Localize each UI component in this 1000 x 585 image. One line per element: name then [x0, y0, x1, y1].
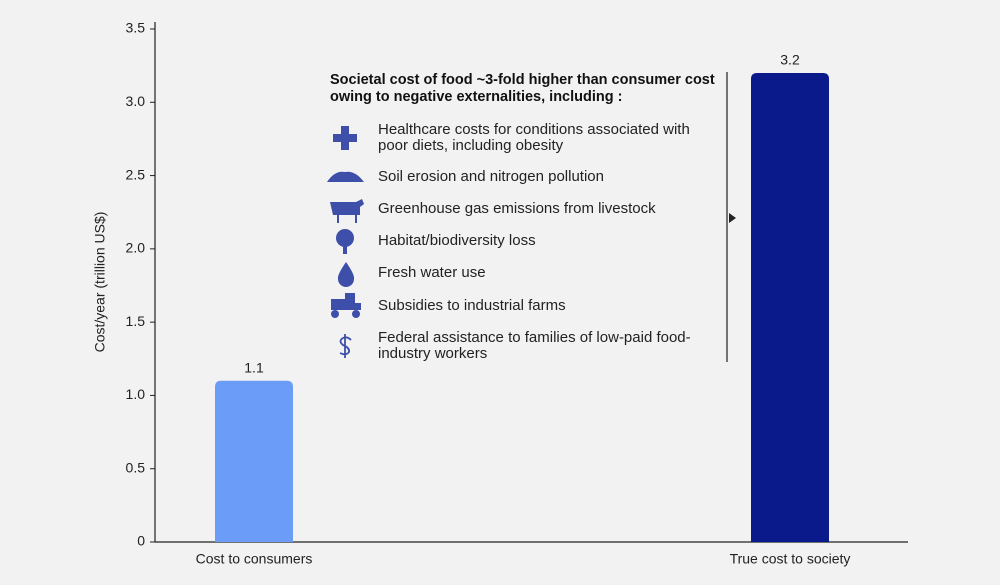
bar	[215, 380, 293, 542]
y-axis-label: Cost/year (trillion US$)	[92, 212, 108, 353]
bracket-arrow	[729, 213, 736, 223]
value-label: 1.1	[244, 359, 264, 375]
annotation-item: Fresh water use	[378, 264, 486, 281]
annotation-item: Greenhouse gas emissions from livestock	[378, 200, 656, 217]
icon-dollar	[339, 334, 352, 358]
y-tick-label: 3.5	[126, 20, 146, 36]
icon-water	[337, 262, 355, 287]
bar	[751, 72, 829, 542]
y-tick-label: 2.5	[126, 166, 146, 182]
x-tick-label: True cost to society	[730, 551, 851, 567]
value-label: 3.2	[780, 52, 800, 68]
icon-health	[333, 126, 357, 150]
icon-tree-trunk	[343, 244, 347, 254]
icon-wheel	[331, 310, 339, 318]
icon-wheel	[352, 310, 360, 318]
annotation-title: Societal cost of food ~3-fold higher tha…	[330, 72, 715, 105]
y-tick-label: 3.0	[126, 93, 146, 109]
icon-tractor	[331, 293, 361, 310]
y-tick-label: 1.5	[126, 313, 146, 329]
icon-soil	[327, 171, 364, 182]
icon-tree	[336, 229, 354, 247]
y-tick-label: 2.0	[126, 240, 146, 256]
y-tick-label: 0	[137, 533, 145, 549]
y-tick-label: 1.0	[126, 386, 146, 402]
annotation-item: Subsidies to industrial farms	[378, 297, 566, 314]
x-tick-label: Cost to consumers	[196, 551, 313, 567]
icons	[327, 126, 364, 358]
annotation-item: Soil erosion and nitrogen pollution	[378, 168, 604, 185]
annotation-item: Healthcare costs for conditions associat…	[378, 121, 690, 154]
y-tick-label: 0.5	[126, 459, 146, 475]
icon-cow	[330, 199, 364, 223]
annotation-item: Habitat/biodiversity loss	[378, 232, 536, 249]
annotation-item: Federal assistance to families of low-pa…	[378, 329, 691, 362]
